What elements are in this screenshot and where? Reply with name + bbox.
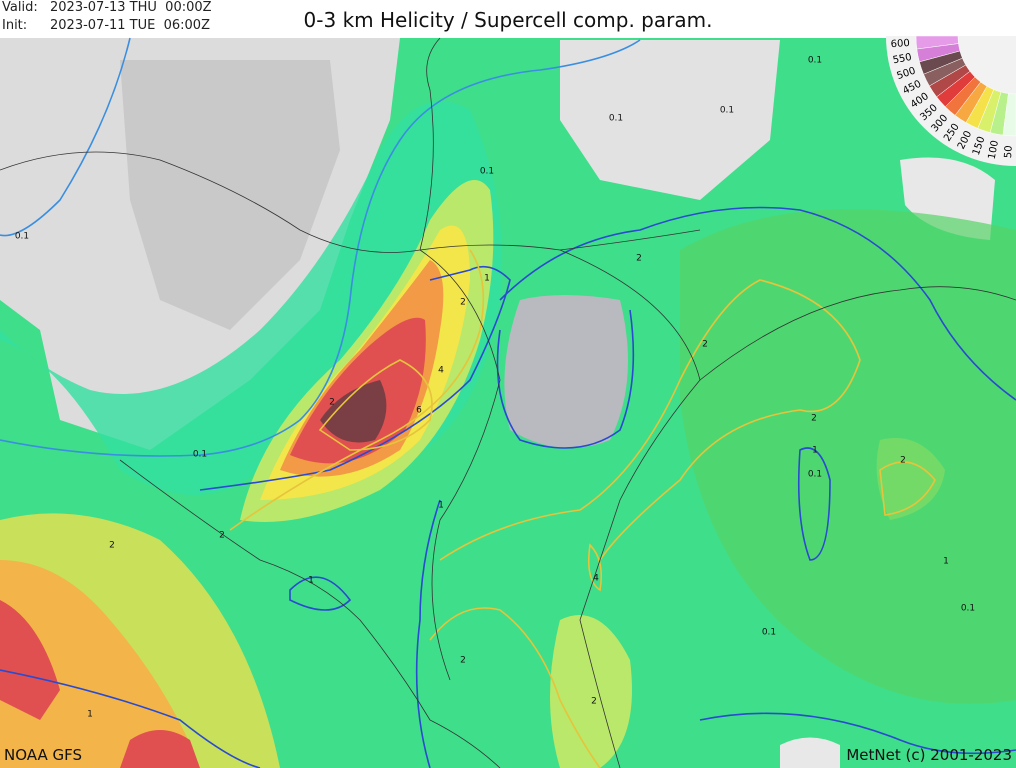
contour-label: 0.1 (762, 628, 776, 638)
contour-label: 0.1 (609, 114, 623, 124)
contour-labels: 0.1 0.1 0.1 0.1 0.1 0.1 1 2 4 6 2 1 2 2 2 1 0.1 2 1 4 2 2 0.1 0… (15, 56, 975, 720)
contour-label: 0.1 (961, 604, 975, 614)
contour-label: 1 (484, 274, 490, 284)
legend-label: 550 (892, 52, 913, 67)
terrain (0, 38, 995, 768)
contour-label: 0.1 (15, 232, 29, 242)
source-label: NOAA GFS (4, 746, 82, 764)
contour-label: 2 (219, 531, 225, 541)
helicity-fields (0, 101, 1016, 768)
contour-label: 2 (702, 340, 708, 350)
legend-label: 100 (987, 139, 1002, 160)
contours (0, 37, 1016, 768)
contour-label: 2 (591, 697, 597, 707)
contour-label: 1 (308, 576, 314, 586)
contour-label: 1 (812, 446, 818, 456)
contour-label: 0.1 (808, 470, 822, 480)
valid-time: 2023-07-13 THU 00:00Z (50, 0, 212, 15)
contour-label: 0.1 (808, 56, 822, 66)
contour-label: 1 (943, 557, 949, 567)
contour-label: 2 (460, 298, 466, 308)
contour-label: 0.1 (720, 106, 734, 116)
contour-label: 0.1 (480, 167, 494, 177)
init-time: 2023-07-11 TUE 06:00Z (50, 18, 210, 33)
contour-label: 2 (329, 398, 335, 408)
legend-swatch (1002, 93, 1016, 137)
contour-label: 2 (109, 541, 115, 551)
legend-label: 600 (890, 38, 910, 50)
contour-label: 2 (811, 414, 817, 424)
contour-label: 0.1 (193, 450, 207, 460)
valid-label: Valid: (2, 0, 38, 15)
contour-label: 4 (593, 574, 599, 584)
contour-label: 2 (636, 254, 642, 264)
credit-label: MetNet (c) 2001-2023 (846, 746, 1012, 764)
map-title: 0-3 km Helicity / Supercell comp. param. (303, 8, 713, 32)
legend-label: 50 (1003, 145, 1015, 158)
contour-label: 2 (460, 656, 466, 666)
contour-label: 4 (438, 366, 444, 376)
contour-label: 2 (900, 456, 906, 466)
contour-label: 6 (416, 406, 422, 416)
contour-label: 1 (438, 501, 444, 511)
init-label: Init: (2, 18, 28, 33)
contour-label: 1 (87, 710, 93, 720)
borders (0, 37, 1016, 768)
